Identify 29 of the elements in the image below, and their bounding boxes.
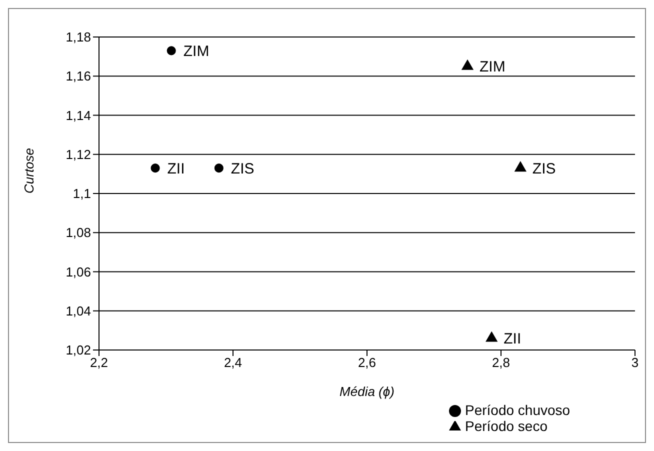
y-tick-label: 1,02 [66,342,91,358]
point [166,46,176,56]
point [514,161,527,172]
x-tick-label: 2,6 [358,355,376,370]
annotation: ZIM [183,43,210,60]
annotation: ZII [167,160,185,178]
annotation: ZIS [230,160,254,178]
legend-label: Período seco [465,418,548,434]
point [150,164,160,173]
x-tick-label: 2,2 [90,355,108,370]
annotation: ZII [504,330,522,348]
y-tick-label: 1,04 [66,303,91,318]
y-axis-title: Curtose [22,148,37,194]
y-tick-label: 1,14 [66,108,91,123]
legend-label: Período chuvoso [465,402,570,418]
y-tick-label: 1,08 [66,225,91,240]
point [214,164,224,173]
y-tick-label: 1,12 [66,146,91,162]
annotation: ZIS [532,160,556,178]
x-tick-label: 2,8 [492,355,510,370]
y-tick-label: 1,18 [66,30,91,45]
y-tick-label: 1,16 [66,68,91,84]
x-tick-label: 2,4 [224,355,242,370]
point [486,331,498,342]
y-tick-label: 1,06 [66,264,91,280]
x-axis-title: Média (ϕ) [340,384,394,399]
x-tick-label: 3 [631,355,639,370]
annotation: ZIM [480,58,506,76]
y-tick-label: 1,1 [72,186,91,202]
